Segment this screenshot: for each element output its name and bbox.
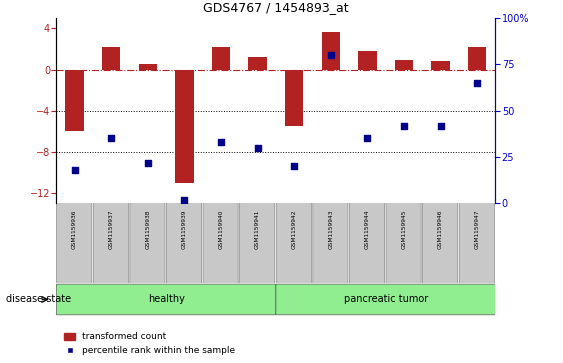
Text: GSM1159946: GSM1159946 (438, 210, 443, 249)
Text: GSM1159937: GSM1159937 (109, 210, 114, 249)
Point (363, 136, 372, 142)
Bar (358, 51, 377, 70)
Text: pancreatic tumor: pancreatic tumor (343, 294, 428, 305)
Bar (175, 70, 194, 183)
FancyBboxPatch shape (57, 202, 92, 285)
FancyBboxPatch shape (167, 202, 202, 285)
FancyBboxPatch shape (459, 202, 494, 285)
Point (436, 123, 445, 129)
Bar (65, 70, 84, 131)
Bar (248, 57, 267, 70)
Text: GSM1159938: GSM1159938 (145, 210, 150, 249)
Point (326, 52, 335, 58)
Text: GSM1159944: GSM1159944 (365, 210, 370, 249)
Bar (321, 32, 340, 70)
Text: GSM1159941: GSM1159941 (255, 210, 260, 249)
Point (216, 139, 225, 145)
Title: GDS4767 / 1454893_at: GDS4767 / 1454893_at (203, 1, 348, 14)
Point (253, 145, 262, 151)
Text: GSM1159943: GSM1159943 (328, 210, 333, 249)
FancyBboxPatch shape (313, 202, 348, 285)
Text: GSM1159939: GSM1159939 (182, 210, 187, 249)
Legend: transformed count, percentile rank within the sample: transformed count, percentile rank withi… (61, 329, 239, 359)
Bar (212, 47, 230, 70)
FancyBboxPatch shape (93, 202, 128, 285)
Bar (138, 65, 157, 70)
Point (400, 123, 409, 129)
Point (290, 163, 299, 169)
FancyBboxPatch shape (350, 202, 385, 285)
Text: GSM1159936: GSM1159936 (72, 210, 77, 249)
Bar (395, 60, 413, 70)
FancyBboxPatch shape (423, 202, 458, 285)
FancyBboxPatch shape (203, 202, 238, 285)
Text: GSM1159942: GSM1159942 (292, 210, 297, 249)
Bar (285, 70, 303, 126)
Text: GSM1159947: GSM1159947 (475, 210, 480, 249)
FancyBboxPatch shape (130, 202, 165, 285)
Bar (431, 61, 450, 70)
Bar (102, 47, 120, 70)
Point (472, 80, 481, 86)
Point (143, 160, 152, 166)
Point (107, 136, 116, 142)
FancyBboxPatch shape (56, 284, 276, 315)
FancyBboxPatch shape (276, 284, 495, 315)
Text: disease state: disease state (6, 294, 71, 305)
FancyBboxPatch shape (386, 202, 421, 285)
Text: GSM1159940: GSM1159940 (218, 210, 224, 249)
Point (70, 167, 79, 173)
FancyBboxPatch shape (240, 202, 275, 285)
Text: healthy: healthy (148, 294, 185, 305)
Point (180, 197, 189, 203)
Bar (468, 47, 486, 70)
FancyBboxPatch shape (276, 202, 311, 285)
Text: GSM1159945: GSM1159945 (401, 210, 406, 249)
